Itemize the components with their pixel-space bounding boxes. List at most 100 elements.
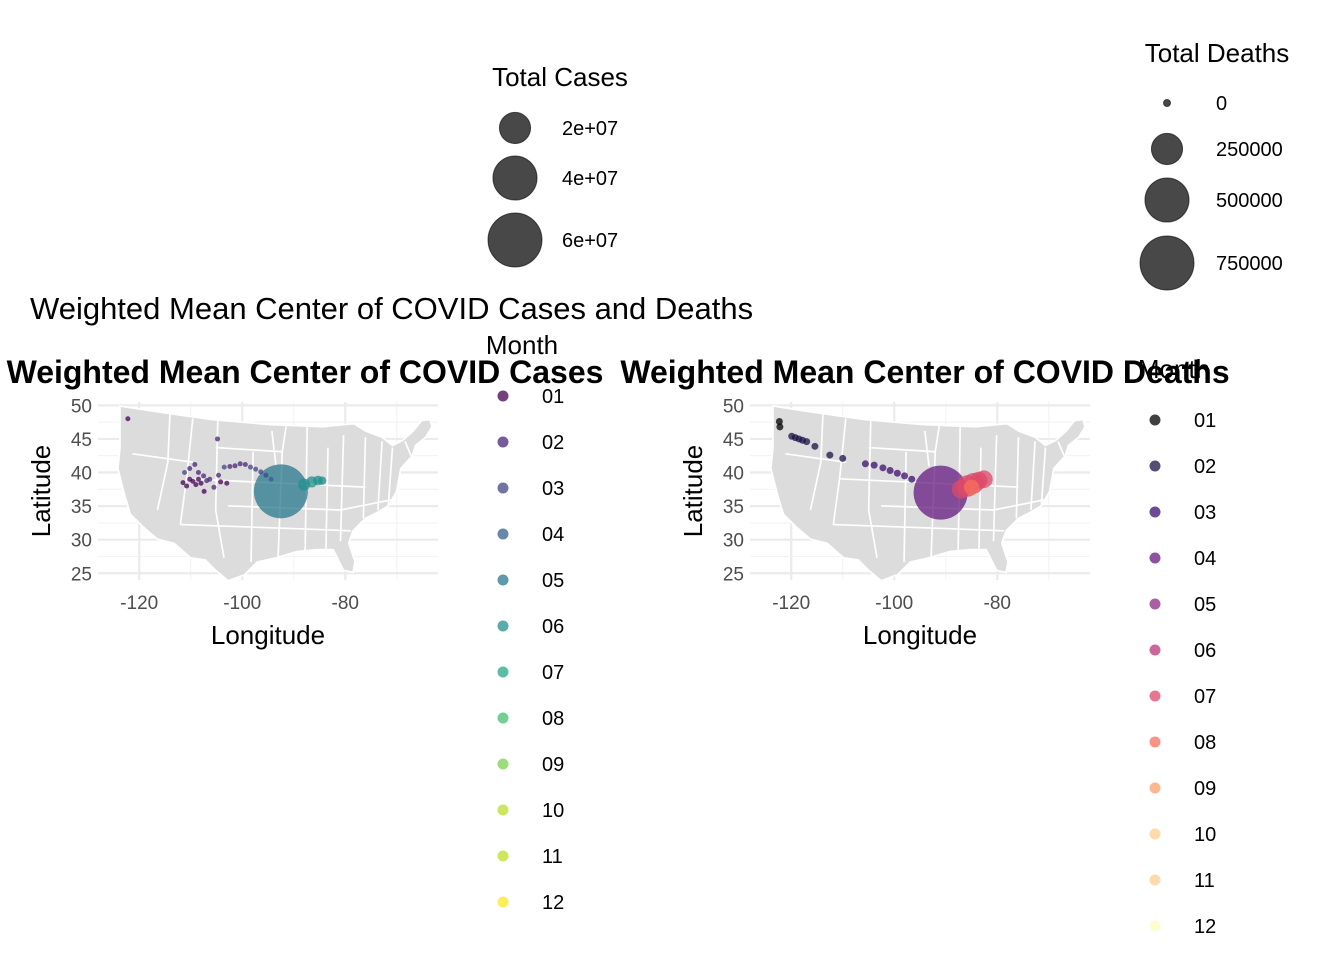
color-legend-label: 08: [542, 708, 564, 730]
data-point-20: [216, 472, 222, 478]
size-legend-label: 500000: [1216, 190, 1283, 212]
color-legend-key: [497, 850, 509, 862]
y-axis-label: Latitude: [26, 445, 56, 538]
size-legend-label: 2e+07: [562, 118, 618, 140]
color-legend-label: 08: [1194, 732, 1216, 754]
color-legend-key: [1149, 690, 1161, 702]
total-deaths-legend: Total Deaths 0 250000 500000 750000: [1139, 38, 1290, 291]
x-tick-label: -100: [223, 593, 261, 614]
color-legend-label: 05: [542, 570, 564, 592]
color-legend-label: 06: [542, 616, 564, 638]
color-legend-label: 03: [542, 478, 564, 500]
size-legend-title: Total Cases: [492, 62, 628, 92]
data-point-27: [253, 466, 259, 472]
data-point-23: [963, 479, 980, 495]
size-legend-title: Total Deaths: [1145, 38, 1290, 68]
data-point-15: [187, 465, 193, 471]
data-point-13: [886, 467, 894, 475]
data-point-7: [811, 442, 819, 450]
color-legend-key: [497, 482, 509, 494]
color-legend-key: [497, 620, 509, 632]
data-point-18: [201, 473, 207, 479]
color-legend-label: 07: [1194, 686, 1216, 708]
color-legend-label: 01: [1194, 410, 1216, 432]
color-legend-key: [497, 390, 509, 402]
color-legend-key: [497, 712, 509, 724]
data-point-16: [192, 461, 198, 467]
data-point-0: [125, 416, 131, 422]
color-legend-label: 04: [542, 524, 564, 546]
data-point-22: [975, 470, 993, 489]
data-point-1: [776, 423, 784, 431]
deaths-month-legend: Month 01 02 03 04 05 06 07 08 09 10 11 12: [1138, 354, 1216, 938]
y-tick-label: 45: [723, 430, 744, 451]
data-point-3: [184, 483, 190, 489]
x-tick-label: -80: [332, 593, 359, 614]
data-point-6: [803, 438, 811, 446]
data-point-5: [190, 478, 196, 484]
deaths-map-panel: -120 -100 -80 25 30 35 40 45 50 Longitude Latitude…: [620, 354, 1229, 650]
color-legend-label: 10: [1194, 824, 1216, 846]
data-point-35: [317, 476, 327, 485]
color-legend-key: [497, 528, 509, 540]
color-legend-label: 05: [1194, 594, 1216, 616]
data-point-8: [826, 451, 834, 459]
data-point-1: [215, 436, 221, 442]
data-point-17: [913, 465, 968, 520]
data-point-13: [224, 480, 230, 486]
size-legend-label: 250000: [1216, 139, 1283, 161]
data-point-29: [263, 472, 269, 478]
y-tick-label: 40: [71, 464, 92, 485]
size-legend-label: 4e+07: [562, 168, 618, 190]
data-point-22: [227, 463, 233, 469]
figure-title: Weighted Mean Center of COVID Cases and …: [30, 291, 753, 326]
x-tick-label: -120: [120, 593, 158, 614]
color-legend-key: [1149, 506, 1161, 518]
y-tick-label: 45: [71, 430, 92, 451]
data-point-17: [195, 470, 201, 476]
color-legend-label: 02: [1194, 456, 1216, 478]
data-point-26: [247, 464, 253, 470]
y-tick-label: 25: [723, 564, 744, 585]
panel-title: Weighted Mean Center of COVID Deaths: [620, 354, 1229, 390]
data-point-19: [207, 476, 213, 482]
color-legend-key: [497, 666, 509, 678]
size-legend-key: [492, 155, 538, 201]
data-point-11: [211, 484, 217, 490]
y-tick-label: 50: [723, 396, 744, 417]
size-legend-key: [1150, 132, 1184, 166]
color-legend-key: [497, 804, 509, 816]
x-tick-label: -100: [875, 593, 913, 614]
data-point-21: [221, 464, 227, 470]
color-legend-label: 11: [542, 846, 563, 868]
data-point-31: [253, 464, 308, 519]
color-legend-key: [1149, 598, 1161, 610]
data-point-14: [893, 469, 901, 477]
points: [125, 416, 327, 519]
size-legend-key: [487, 212, 543, 268]
size-legend-key: [1163, 99, 1171, 107]
x-tick-label: -80: [984, 593, 1011, 614]
color-legend-key: [497, 758, 509, 770]
color-legend-key: [1149, 414, 1161, 426]
color-legend-key: [1149, 782, 1161, 794]
color-legend-key: [497, 896, 509, 908]
size-legend-label: 6e+07: [562, 230, 618, 252]
color-legend-label: 11: [1194, 870, 1215, 892]
color-legend-label: 04: [1194, 548, 1216, 570]
data-point-12: [879, 464, 887, 472]
color-legend-key: [497, 574, 509, 586]
cases-month-legend: Month 01 02 03 04 05 06 07 08 09 10 11 12: [486, 330, 564, 914]
data-point-25: [242, 461, 248, 467]
total-cases-legend: Total Cases 2e+07 4e+07 6e+07: [487, 62, 628, 268]
y-tick-label: 30: [723, 531, 744, 552]
color-legend-key: [497, 436, 509, 448]
color-legend-label: 09: [542, 754, 564, 776]
data-point-14: [182, 470, 188, 476]
y-tick-label: 50: [71, 396, 92, 417]
color-legend-title: Month: [486, 330, 558, 360]
data-point-12: [218, 479, 224, 485]
points: [775, 417, 993, 520]
data-point-15: [901, 472, 909, 480]
y-tick-label: 40: [723, 464, 744, 485]
